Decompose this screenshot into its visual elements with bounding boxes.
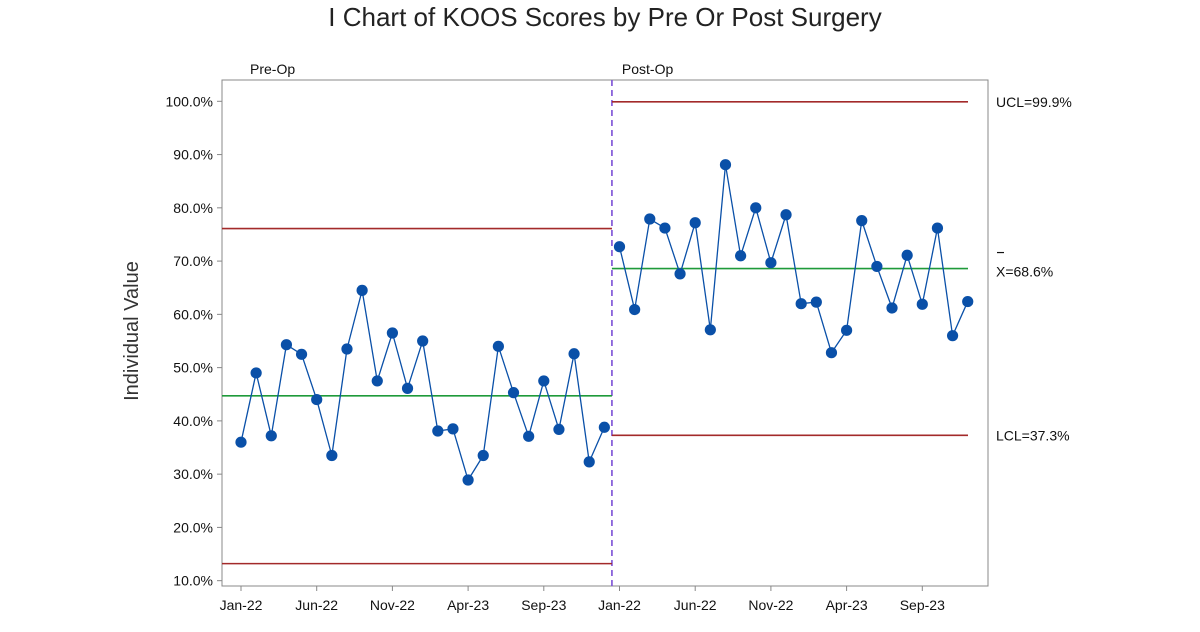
y-tick-label: 20.0%: [173, 519, 213, 535]
data-point: [962, 295, 974, 308]
data-point: [492, 340, 504, 352]
x-tick-label: Sep-23: [521, 597, 566, 613]
data-point: [462, 474, 474, 486]
x-tick-label: Apr-23: [826, 597, 868, 613]
x-tick-label: Nov-22: [370, 597, 415, 613]
data-point: [447, 423, 459, 435]
data-point: [901, 249, 913, 261]
y-tick-label: 80.0%: [173, 200, 213, 216]
y-tick-label: 30.0%: [173, 466, 213, 482]
y-tick-label: 50.0%: [173, 360, 213, 376]
ucl-label: UCL=99.9%: [996, 94, 1072, 110]
x-tick-label: Jun-22: [295, 597, 338, 613]
x-tick-label: Nov-22: [748, 597, 793, 613]
y-tick-label: 40.0%: [173, 413, 213, 429]
series-line: [240, 290, 605, 482]
data-point: [341, 343, 353, 355]
data-point: [250, 367, 262, 379]
data-point: [356, 284, 368, 296]
y-tick-label: 60.0%: [173, 306, 213, 322]
data-point: [553, 423, 565, 436]
data-point: [719, 159, 732, 171]
data-point: [765, 257, 777, 269]
data-point: [659, 222, 671, 234]
y-axis-label: Individual Value: [121, 261, 143, 401]
data-point: [613, 241, 626, 253]
data-point: [326, 449, 338, 462]
data-point: [856, 215, 868, 227]
data-point: [280, 339, 293, 351]
x-tick-label: Jun-22: [674, 597, 717, 613]
y-tick-label: 70.0%: [173, 253, 213, 269]
data-point: [689, 217, 701, 229]
lcl-label: LCL=37.3%: [996, 427, 1070, 443]
data-point: [750, 202, 762, 214]
data-point: [931, 222, 944, 234]
y-tick-label: 90.0%: [173, 147, 213, 163]
data-point: [674, 268, 686, 280]
data-point: [371, 375, 383, 387]
data-point: [780, 209, 792, 221]
series-layer: [235, 159, 974, 486]
y-tick-label: 10.0%: [173, 573, 213, 589]
data-point: [235, 436, 247, 448]
data-point: [417, 335, 429, 347]
data-point: [644, 213, 656, 225]
y-tick-label: 100.0%: [166, 93, 213, 109]
x-tick-label: Jan-22: [220, 597, 263, 613]
data-point: [825, 347, 838, 359]
data-point: [401, 382, 414, 394]
data-point: [810, 296, 822, 308]
phase-label-post-op: Post-Op: [622, 61, 674, 77]
phase-label-pre-op: Pre-Op: [250, 61, 295, 77]
data-point: [386, 327, 398, 339]
data-point: [295, 348, 308, 360]
plot-frame: [221, 79, 989, 587]
data-point: [432, 425, 444, 437]
data-point: [568, 348, 580, 360]
data-point: [265, 430, 277, 442]
x-tick-label: Jan-22: [598, 597, 641, 613]
data-point: [946, 330, 959, 342]
data-point: [841, 324, 853, 336]
labels-layer: Pre-Op Post-Op UCL=99.9% LCL=37.3% X=68.6%: [250, 61, 1072, 443]
data-point: [871, 260, 883, 273]
data-point: [886, 302, 898, 314]
data-point: [916, 298, 928, 310]
chart-title: I Chart of KOOS Scores by Pre Or Post Su…: [328, 2, 881, 32]
data-point: [538, 375, 550, 387]
data-point: [477, 449, 489, 462]
data-point: [598, 421, 610, 433]
data-point: [583, 456, 595, 468]
data-point: [523, 430, 535, 442]
series-line: [618, 164, 969, 355]
data-point: [507, 387, 520, 399]
data-point: [795, 298, 807, 310]
x-tick-label: Apr-23: [447, 597, 489, 613]
axes-layer: 10.0% 20.0% 30.0% 40.0% 50.0% 60.0% 70.0% 80.0%…: [166, 93, 946, 613]
mean-label: X=68.6%: [996, 264, 1053, 280]
data-point: [704, 324, 716, 336]
data-point: [735, 250, 747, 262]
control-lines-layer: [222, 80, 968, 586]
data-point: [311, 393, 323, 406]
data-point: [629, 303, 641, 316]
x-tick-label: Sep-23: [900, 597, 945, 613]
